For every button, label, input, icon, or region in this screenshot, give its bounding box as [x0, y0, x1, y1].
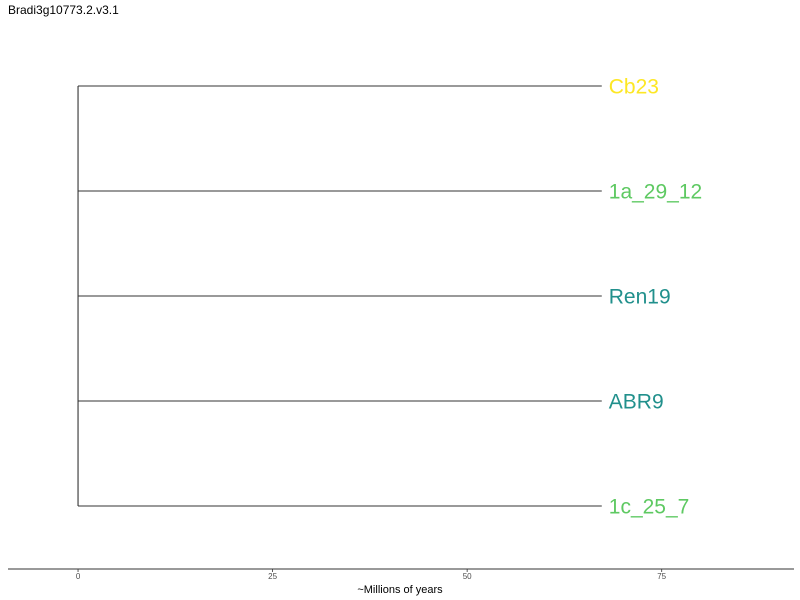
tip-label-Cb23: Cb23	[609, 76, 659, 99]
x-tick-label-50: 50	[463, 572, 472, 581]
x-tick-label-75: 75	[657, 572, 666, 581]
branches-group	[77, 85, 602, 507]
tip-label-ABR9: ABR9	[609, 391, 664, 414]
tip-label-1c_25_7: 1c_25_7	[609, 496, 690, 519]
tip-label-Ren19: Ren19	[609, 286, 671, 309]
chart-title: Bradi3g10773.2.v3.1	[8, 3, 119, 17]
x-tick-label-0: 0	[76, 572, 81, 581]
tip-labels-group: Cb23 1a_29_12 Ren19 ABR9 1c_25_7	[609, 76, 702, 519]
x-tick-label-25: 25	[268, 572, 277, 581]
x-axis: 0 25 50 75	[8, 568, 794, 581]
tip-label-1a_29_12: 1a_29_12	[609, 181, 702, 204]
x-axis-label: ~Millions of years	[357, 584, 443, 596]
